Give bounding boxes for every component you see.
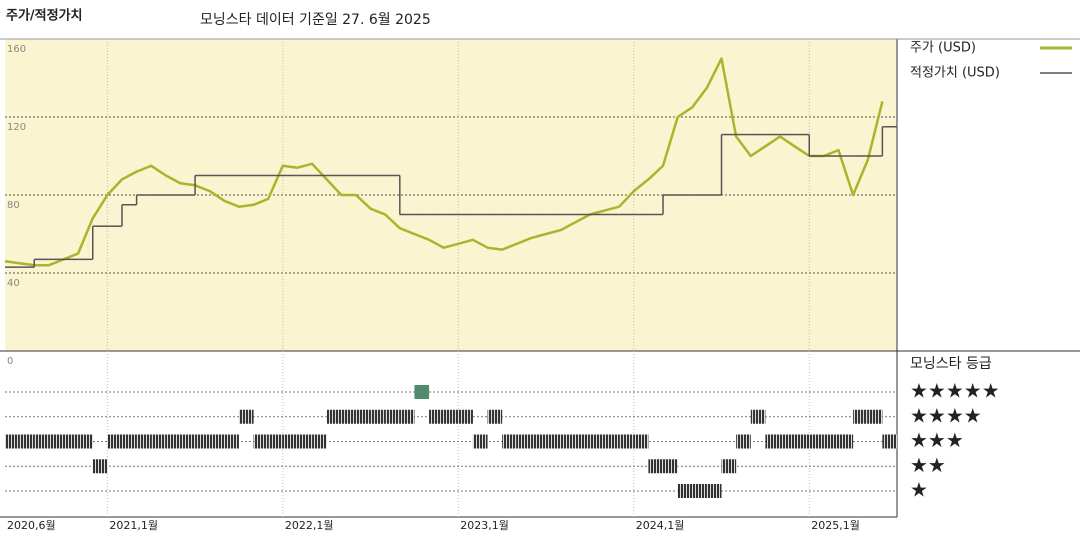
rating-mark xyxy=(63,434,79,449)
rating-mark xyxy=(472,434,488,449)
rating-mark xyxy=(312,434,327,449)
chart-title: 주가/적정가치 xyxy=(6,8,83,24)
rating-mark xyxy=(765,434,781,449)
x-tick-label: 2024,1월 xyxy=(636,519,685,532)
rating-mark xyxy=(531,434,547,449)
rating-mark xyxy=(838,434,854,449)
rating-mark xyxy=(19,434,35,449)
rating-mark xyxy=(794,434,810,449)
rating-mark xyxy=(677,484,693,498)
rating-label: ★ xyxy=(910,478,928,502)
rating-mark xyxy=(619,434,634,449)
y-tick-label: 40 xyxy=(7,278,20,289)
rating-mark xyxy=(604,434,620,449)
rating-mark xyxy=(78,434,93,449)
rating-mark xyxy=(853,409,868,424)
rating-mark xyxy=(516,434,532,449)
rating-label: ★★★★★ xyxy=(910,379,1000,403)
rating-mark xyxy=(253,434,269,449)
rating-mark xyxy=(721,459,737,474)
rating-mark xyxy=(823,434,839,449)
rating-mark xyxy=(633,434,649,449)
rating-mark xyxy=(238,409,254,424)
rating-mark xyxy=(341,409,356,424)
y-tick-label: 160 xyxy=(7,44,26,55)
rating-mark xyxy=(92,459,108,474)
rating-mark xyxy=(121,434,137,449)
x-tick-label: 2020,6월 xyxy=(7,519,56,532)
y-tick-label: 80 xyxy=(7,200,20,211)
rating-mark xyxy=(750,409,766,424)
y-tick-label: 120 xyxy=(7,122,26,133)
rating-mark xyxy=(458,409,473,424)
rating-mark xyxy=(34,434,49,449)
rating-mark xyxy=(882,434,897,449)
rating-label: ★★ xyxy=(910,453,946,477)
rating-mark xyxy=(575,434,590,449)
rating-mark xyxy=(195,434,210,449)
rating-mark xyxy=(414,385,430,399)
rating-mark xyxy=(546,434,561,449)
rating-mark xyxy=(180,434,196,449)
rating-mark xyxy=(282,434,298,449)
rating-mark xyxy=(780,434,795,449)
rating-mark xyxy=(399,409,415,424)
legend-label: 적정가치 (USD) xyxy=(910,66,1000,81)
x-tick-label: 2023,1월 xyxy=(460,519,509,532)
rating-mark xyxy=(224,434,239,449)
chart-subtitle: 모닝스타 데이터 기준일 27. 6월 2025 xyxy=(200,12,431,28)
rating-mark xyxy=(48,434,64,449)
rating-mark xyxy=(151,434,166,449)
rating-mark xyxy=(663,459,678,474)
rating-mark xyxy=(429,409,444,424)
rating-label: ★★★★ xyxy=(910,403,982,427)
x-tick-label: 2021,1월 xyxy=(109,519,158,532)
rating-mark xyxy=(5,434,20,449)
rating-mark xyxy=(487,409,503,424)
rating-mark xyxy=(706,484,722,498)
rating-mark xyxy=(326,409,342,424)
legend-label: 주가 (USD) xyxy=(910,41,976,56)
rating-mark xyxy=(268,434,283,449)
rating-mark xyxy=(209,434,225,449)
rating-mark xyxy=(355,409,371,424)
rating-mark xyxy=(107,434,122,449)
rating-mark xyxy=(589,434,605,449)
rating-mark xyxy=(385,409,400,424)
rating-mark xyxy=(370,409,386,424)
rating-mark xyxy=(809,434,824,449)
rating-title: 모닝스타 등급 xyxy=(910,356,992,372)
rating-mark xyxy=(648,459,664,474)
rating-mark xyxy=(502,434,517,449)
rating-mark xyxy=(692,484,707,498)
rating-mark xyxy=(297,434,313,449)
price-line xyxy=(4,57,884,267)
y-tick-label: 0 xyxy=(7,356,13,367)
rating-mark xyxy=(736,434,751,449)
rating-mark xyxy=(560,434,576,449)
rating-mark xyxy=(165,434,181,449)
rating-label: ★★★ xyxy=(910,428,964,452)
rating-mark xyxy=(136,434,152,449)
x-tick-label: 2022,1월 xyxy=(285,519,334,532)
x-tick-label: 2025,1월 xyxy=(811,519,860,532)
rating-mark xyxy=(867,409,883,424)
rating-mark xyxy=(443,409,459,424)
